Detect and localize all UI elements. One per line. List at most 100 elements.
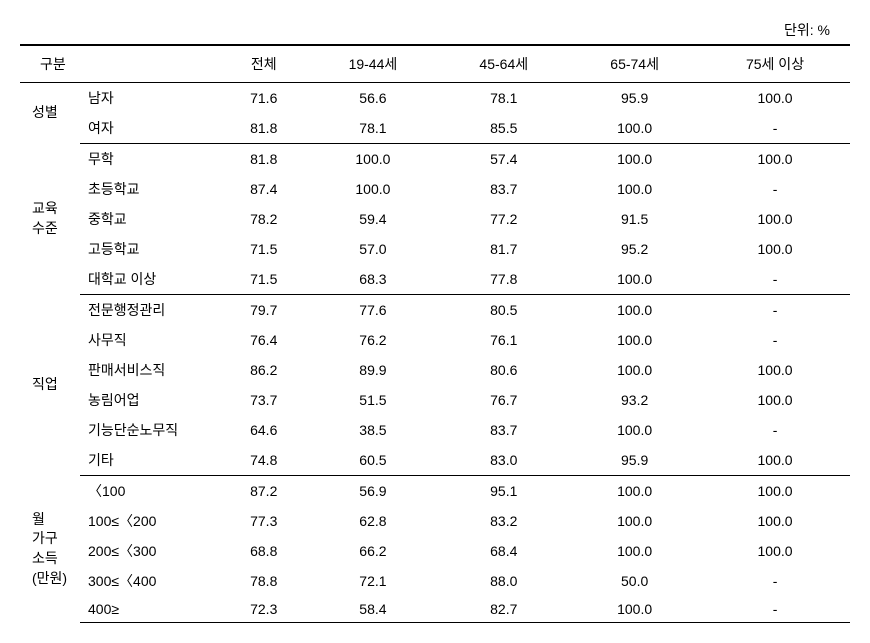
- data-cell: 68.8: [220, 536, 307, 566]
- data-cell: 100.0: [569, 144, 700, 175]
- data-cell: 100.0: [569, 295, 700, 326]
- table-row: 400≥72.358.482.7100.0-: [20, 596, 850, 623]
- data-cell: 88.0: [438, 566, 569, 596]
- row-label: 고등학교: [80, 234, 220, 264]
- data-cell: 82.7: [438, 596, 569, 623]
- data-cell: 100.0: [700, 506, 850, 536]
- data-cell: 80.6: [438, 355, 569, 385]
- table-row: 직업전문행정관리79.777.680.5100.0-: [20, 295, 850, 326]
- row-label: 〈100: [80, 476, 220, 507]
- table-row: 기능단순노무직64.638.583.7100.0-: [20, 415, 850, 445]
- data-cell: 76.4: [220, 325, 307, 355]
- row-label: 농림어업: [80, 385, 220, 415]
- table-row: 성별남자71.656.678.195.9100.0: [20, 83, 850, 114]
- row-label: 100≤〈200: [80, 506, 220, 536]
- data-cell: -: [700, 415, 850, 445]
- header-age-65-74: 65-74세: [569, 45, 700, 83]
- data-cell: 64.6: [220, 415, 307, 445]
- table-row: 초등학교87.4100.083.7100.0-: [20, 174, 850, 204]
- data-cell: 93.2: [569, 385, 700, 415]
- table-row: 월가구소득(만원)〈10087.256.995.1100.0100.0: [20, 476, 850, 507]
- data-cell: 79.7: [220, 295, 307, 326]
- data-cell: 100.0: [700, 204, 850, 234]
- data-cell: 91.5: [569, 204, 700, 234]
- data-cell: 85.5: [438, 113, 569, 144]
- table-row: 고등학교71.557.081.795.2100.0: [20, 234, 850, 264]
- data-cell: 56.6: [307, 83, 438, 114]
- data-cell: 76.2: [307, 325, 438, 355]
- header-age-75-plus: 75세 이상: [700, 45, 850, 83]
- row-label: 기타: [80, 445, 220, 476]
- data-cell: 73.7: [220, 385, 307, 415]
- data-cell: 100.0: [569, 476, 700, 507]
- data-cell: 100.0: [569, 415, 700, 445]
- data-cell: 83.7: [438, 174, 569, 204]
- table-row: 여자81.878.185.5100.0-: [20, 113, 850, 144]
- data-cell: 100.0: [307, 144, 438, 175]
- data-cell: 100.0: [569, 325, 700, 355]
- header-row: 구분 전체 19-44세 45-64세 65-74세 75세 이상: [20, 45, 850, 83]
- data-cell: 71.5: [220, 264, 307, 295]
- unit-label: 단위: %: [20, 20, 850, 40]
- row-label: 기능단순노무직: [80, 415, 220, 445]
- row-label: 판매서비스직: [80, 355, 220, 385]
- row-label: 남자: [80, 83, 220, 114]
- data-cell: 83.7: [438, 415, 569, 445]
- group-label: 교육수준: [20, 144, 80, 295]
- data-cell: 76.1: [438, 325, 569, 355]
- data-cell: 71.6: [220, 83, 307, 114]
- data-cell: 100.0: [569, 355, 700, 385]
- data-cell: 76.7: [438, 385, 569, 415]
- data-cell: 89.9: [307, 355, 438, 385]
- data-cell: 83.0: [438, 445, 569, 476]
- data-cell: 68.4: [438, 536, 569, 566]
- data-cell: 100.0: [700, 355, 850, 385]
- data-cell: 62.8: [307, 506, 438, 536]
- data-cell: 95.2: [569, 234, 700, 264]
- row-label: 여자: [80, 113, 220, 144]
- table-row: 100≤〈20077.362.883.2100.0100.0: [20, 506, 850, 536]
- data-cell: 51.5: [307, 385, 438, 415]
- data-cell: 95.1: [438, 476, 569, 507]
- data-cell: 81.8: [220, 144, 307, 175]
- data-cell: 71.5: [220, 234, 307, 264]
- data-cell: 77.8: [438, 264, 569, 295]
- data-cell: 59.4: [307, 204, 438, 234]
- row-label: 중학교: [80, 204, 220, 234]
- data-cell: 74.8: [220, 445, 307, 476]
- data-cell: 57.4: [438, 144, 569, 175]
- table-row: 중학교78.259.477.291.5100.0: [20, 204, 850, 234]
- data-cell: 100.0: [569, 113, 700, 144]
- row-label: 200≤〈300: [80, 536, 220, 566]
- data-cell: -: [700, 264, 850, 295]
- data-cell: 95.9: [569, 445, 700, 476]
- data-cell: 100.0: [569, 536, 700, 566]
- data-cell: 81.8: [220, 113, 307, 144]
- data-cell: -: [700, 566, 850, 596]
- data-cell: 66.2: [307, 536, 438, 566]
- data-cell: 38.5: [307, 415, 438, 445]
- header-age-45-64: 45-64세: [438, 45, 569, 83]
- row-label: 대학교 이상: [80, 264, 220, 295]
- row-label: 사무직: [80, 325, 220, 355]
- table-row: 교육수준무학81.8100.057.4100.0100.0: [20, 144, 850, 175]
- row-label: 초등학교: [80, 174, 220, 204]
- table-body: 성별남자71.656.678.195.9100.0여자81.878.185.51…: [20, 83, 850, 623]
- data-cell: 72.1: [307, 566, 438, 596]
- data-cell: 77.2: [438, 204, 569, 234]
- data-cell: 80.5: [438, 295, 569, 326]
- data-cell: -: [700, 596, 850, 623]
- header-gubun: 구분: [20, 45, 220, 83]
- row-label: 무학: [80, 144, 220, 175]
- data-cell: -: [700, 113, 850, 144]
- data-cell: 56.9: [307, 476, 438, 507]
- data-cell: 78.2: [220, 204, 307, 234]
- data-cell: -: [700, 295, 850, 326]
- data-cell: 100.0: [700, 476, 850, 507]
- data-cell: 87.4: [220, 174, 307, 204]
- data-cell: 100.0: [700, 445, 850, 476]
- data-cell: 72.3: [220, 596, 307, 623]
- row-label: 400≥: [80, 596, 220, 623]
- table-row: 판매서비스직86.289.980.6100.0100.0: [20, 355, 850, 385]
- data-cell: 100.0: [700, 385, 850, 415]
